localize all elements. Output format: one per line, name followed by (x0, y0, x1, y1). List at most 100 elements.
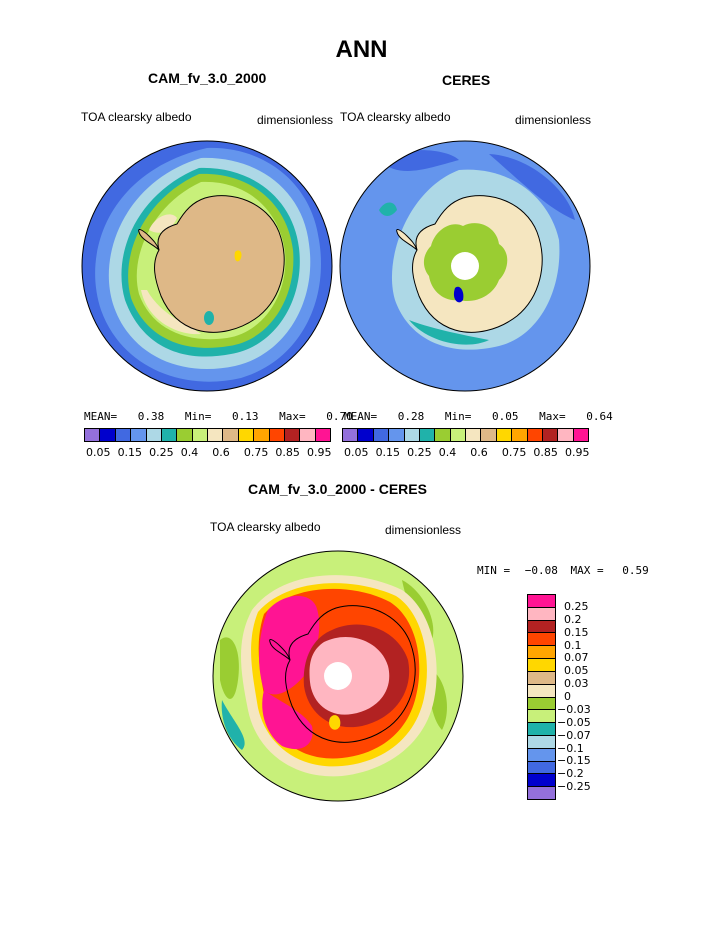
panel2-title: CERES (442, 72, 491, 88)
diff-colorbar-swatch (528, 748, 555, 762)
diff-min-value: −0.08 (524, 564, 558, 577)
panel1-max-value: 0.70 (326, 410, 353, 423)
panel2-colorbar-tick-label: 0.75 (501, 446, 527, 459)
diff-polar-map (212, 550, 464, 802)
panel1-colorbar-tick-label: 0.15 (117, 446, 143, 459)
panel1-colorbar-swatch (315, 429, 330, 441)
diff-colorbar-tick-label: 0.25 (564, 599, 589, 613)
panel2-colorbar-tick-label: 0.4 (438, 446, 457, 459)
panel2-colorbar-tick-label: 0.25 (407, 446, 432, 459)
panel2-colorbar-swatch (373, 429, 390, 441)
panel1-colorbar-tick-label: 0.25 (149, 446, 174, 459)
diff-colorbar-tick-label: −0.07 (557, 728, 591, 742)
diff-title: CAM_fv_3.0_2000 - CERES (248, 481, 427, 497)
panel1-min-value: 0.13 (232, 410, 259, 423)
panel2-colorbar-tick-label: 0.6 (470, 446, 488, 459)
panel2-colorbar-swatch (558, 429, 574, 441)
diff-colorbar-swatch (528, 774, 555, 788)
panel2-mean-label: MEAN= (344, 410, 378, 423)
diff-colorbar-swatch (528, 710, 555, 724)
panel2-colorbar-swatch (481, 429, 497, 441)
diff-colorbar-swatch (528, 787, 555, 799)
panel2-colorbar-tick-label: 0.95 (565, 446, 590, 459)
panel2-colorbar-tick-label: 0.85 (533, 446, 558, 459)
diff-colorbar-tick-label: −0.03 (557, 702, 591, 716)
diff-colorbar-swatch (528, 723, 555, 736)
diff-colorbar (527, 594, 556, 800)
panel1-units-label: dimensionless (257, 113, 334, 127)
panel2-colorbar-swatch (450, 429, 466, 441)
diff-colorbar-tick-label: 0.05 (564, 664, 589, 678)
panel1-colorbar-swatch (115, 429, 132, 441)
panel1-colorbar-swatch (131, 429, 147, 441)
panel2-colorbar-swatch (389, 429, 405, 441)
diff-colorbar-tick-label: −0.25 (557, 780, 591, 794)
panel1-colorbar-swatch (177, 429, 193, 441)
diff-colorbar-swatch (528, 684, 555, 698)
diff-colorbar-swatch (528, 697, 555, 711)
diff-colorbar-swatch (528, 607, 555, 621)
diff-colorbar-tick-label: 0.15 (564, 625, 589, 639)
panel1-colorbar-swatch (192, 429, 208, 441)
panel1-colorbar-swatch (161, 429, 178, 441)
panel1-colorbar-swatch (146, 429, 162, 441)
panel1-colorbar-tick-label: 0.6 (212, 446, 230, 459)
panel1-title: CAM_fv_3.0_2000 (148, 70, 267, 86)
panel2-colorbar-swatch (512, 429, 528, 441)
diff-colorbar-swatch (528, 671, 555, 685)
diff-colorbar-tick-label: −0.2 (557, 767, 584, 781)
panel1-colorbar-swatch (85, 429, 101, 441)
diff-colorbar-tick-label: −0.05 (557, 715, 591, 729)
panel2-units-label: dimensionless (515, 113, 592, 127)
panel1-colorbar-tick-label: 0.95 (307, 446, 332, 459)
panel1-polar-map (81, 140, 333, 392)
panel1-colorbar-swatch (284, 429, 301, 441)
diff-colorbar-swatch (528, 761, 555, 775)
diff-colorbar-swatch (528, 646, 555, 660)
panel2-colorbar-swatch (343, 429, 359, 441)
panel2-colorbar-swatch (466, 429, 482, 441)
diff-colorbar-tick-label: 0.2 (564, 612, 582, 626)
panel2-mean-value: 0.28 (397, 410, 425, 423)
panel2-min-value: 0.05 (492, 410, 519, 423)
panel2-colorbar-swatch (404, 429, 420, 441)
panel2-colorbar-swatch (435, 429, 451, 441)
diff-max-label: MAX = (570, 564, 604, 577)
panel1-colorbar-swatch (269, 429, 285, 441)
panel2-colorbar-tick-label: 0.15 (375, 446, 401, 459)
panel1-mean-value: 0.38 (137, 410, 165, 423)
diff-max-value: 0.59 (622, 564, 649, 577)
panel2-colorbar-swatch (419, 429, 436, 441)
panel1-mean-label: MEAN= (84, 410, 118, 423)
diff-colorbar-tick-label: −0.1 (557, 741, 584, 755)
diff-min-label: MIN = (477, 564, 511, 577)
panel1-colorbar-tick-label: 0.85 (275, 446, 300, 459)
diff-colorbar-tick-label: 0 (564, 690, 571, 703)
panel2-colorbar-swatch (542, 429, 559, 441)
diff-colorbar-swatch (528, 620, 555, 634)
panel2-colorbar-tick-label: 0.05 (344, 446, 369, 459)
diff-colorbar-swatch (528, 735, 555, 749)
panel1-field-label: TOA clearsky albedo (81, 110, 192, 124)
panel2-colorbar (342, 428, 589, 442)
page-title: ANN (335, 36, 388, 63)
diff-colorbar-tick-label: −0.15 (557, 754, 591, 768)
panel1-colorbar-tick-label: 0.05 (86, 446, 111, 459)
diff-colorbar-tick-label: 0.03 (564, 677, 589, 691)
diff-colorbar-tick-label: 0.07 (564, 651, 589, 665)
panel1-min-label: Min= (184, 410, 212, 423)
diff-field-label: TOA clearsky albedo (210, 520, 321, 534)
panel2-field-label: TOA clearsky albedo (340, 110, 451, 124)
panel2-colorbar-swatch (573, 429, 588, 441)
panel2-max-label: Max= (539, 410, 566, 423)
panel2-min-label: Min= (444, 410, 472, 423)
panel2-colorbar-swatch (358, 429, 374, 441)
panel1-colorbar-swatch (238, 429, 255, 441)
panel1-colorbar-swatch (100, 429, 116, 441)
panel1-colorbar-swatch (223, 429, 239, 441)
panel1-colorbar-swatch (300, 429, 316, 441)
panel2-colorbar-swatch (527, 429, 543, 441)
panel1-colorbar-tick-label: 0.75 (243, 446, 269, 459)
diff-colorbar-tick-label: 0.1 (564, 638, 582, 652)
diff-units-label: dimensionless (385, 523, 462, 537)
